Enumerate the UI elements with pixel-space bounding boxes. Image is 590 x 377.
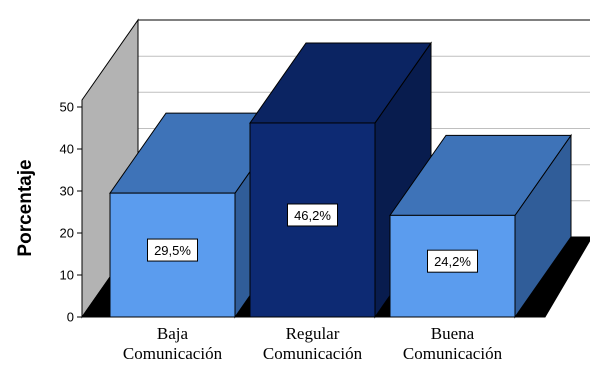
y-tick-label: 30 [60,184,74,199]
x-tick-label: Comunicación [403,344,503,363]
y-axis-label: Porcentaje [15,159,36,256]
x-tick-label: Comunicación [123,344,223,363]
data-label-box [287,203,338,227]
data-label: 46,2% [294,208,331,223]
x-tick-label: Buena [431,324,475,343]
data-label: 29,5% [154,243,191,258]
data-label-box [147,238,198,262]
y-axis: 0 10 20 30 40 50 [60,100,83,325]
y-tick-label: 40 [60,142,74,157]
y-tick-label: 50 [60,100,74,115]
y-tick-label: 20 [60,226,74,241]
x-axis: BajaComunicaciónRegularComunicaciónBuena… [123,324,503,363]
y-tick-label: 0 [67,310,74,325]
y-tick-label: 10 [60,268,74,283]
bar: 24,2% [389,133,572,319]
x-tick-label: Regular [286,324,340,343]
data-label-box [427,249,478,273]
data-label: 24,2% [434,254,471,269]
x-tick-label: Baja [157,324,189,343]
bar: 46,2% [249,41,432,319]
bar: 29,5% [109,111,292,319]
bars: 29,5% 46,2% 24,2% [109,41,572,319]
x-tick-label: Comunicación [263,344,363,363]
